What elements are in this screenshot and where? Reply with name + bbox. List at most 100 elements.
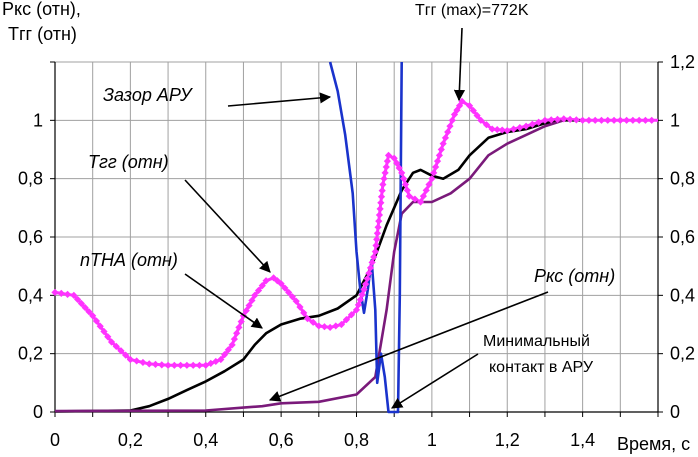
marker-point <box>591 116 599 124</box>
marker-point <box>422 186 430 194</box>
marker-point <box>400 175 408 183</box>
y-tick-label-left: 0 <box>33 402 43 422</box>
arrow-rks <box>268 291 549 402</box>
marker-point <box>401 180 410 189</box>
marker-point <box>439 140 447 148</box>
marker-point <box>164 361 172 369</box>
x-axis-label: Время, с <box>617 434 690 454</box>
marker-point <box>437 145 445 154</box>
marker-point <box>610 116 618 124</box>
marker-point <box>285 288 293 297</box>
marker-point <box>648 116 656 124</box>
marker-point <box>207 359 215 367</box>
marker-point <box>535 118 543 126</box>
y-tick-label-right: 1,2 <box>670 52 695 72</box>
marker-point <box>89 312 97 320</box>
x-tick-labels: 0 0,2 0,4 0,6 0,8 1 1,2 1,4 <box>50 430 595 450</box>
marker-point <box>92 317 101 325</box>
marker-point <box>183 361 191 369</box>
marker-point <box>242 307 250 315</box>
marker-point <box>375 217 383 225</box>
marker-point <box>251 291 259 299</box>
marker-point <box>411 195 419 203</box>
annotation-tgg-max: Тгг (max)=772K <box>415 2 529 19</box>
marker-point <box>382 163 390 171</box>
marker-point <box>151 360 160 368</box>
marker-point <box>332 322 340 330</box>
marker-point <box>248 296 256 305</box>
series-line-2 <box>54 119 565 413</box>
marker-point <box>230 335 238 343</box>
marker-point <box>224 346 232 354</box>
marker-point <box>635 116 643 124</box>
marker-point <box>373 229 381 237</box>
marker-point <box>309 318 317 326</box>
y-tick-label-left: 0,6 <box>18 227 43 247</box>
marker-point <box>405 192 413 200</box>
marker-point <box>170 361 178 369</box>
marker-point <box>288 293 297 301</box>
marker-point <box>377 193 386 201</box>
marker-point <box>572 116 580 124</box>
marker-point <box>446 122 454 130</box>
marker-point <box>326 323 334 332</box>
annotation-tgg: Тгг (отн) <box>88 152 169 172</box>
marker-point <box>566 115 574 123</box>
marker-point <box>585 116 593 124</box>
marker-point <box>362 280 370 288</box>
marker-point <box>378 186 386 195</box>
y-tick-label-right: 0,8 <box>670 169 695 189</box>
y-tick-label-left: 0,2 <box>18 344 43 364</box>
x-tick-label: 0,6 <box>269 430 294 450</box>
marker-point <box>455 102 464 110</box>
marker-point <box>435 151 444 159</box>
marker-point <box>430 169 438 177</box>
marker-point <box>292 297 300 305</box>
series-line-1 <box>54 119 583 413</box>
marker-point <box>448 116 456 124</box>
marker-point <box>320 323 329 331</box>
x-tick-label: 0,2 <box>118 430 143 450</box>
marker-point <box>220 351 229 359</box>
x-tick-label: 1,2 <box>495 430 520 450</box>
marker-point <box>398 169 406 177</box>
marker-point <box>112 342 120 350</box>
marker-point <box>228 341 236 349</box>
marker-point <box>370 253 378 261</box>
marker-point <box>158 361 166 369</box>
marker-point <box>441 134 450 142</box>
marker-point <box>217 355 225 364</box>
marker-point <box>450 110 459 119</box>
marker-point <box>641 116 650 124</box>
y-tick-label-right: 0,2 <box>670 344 695 364</box>
marker-point <box>177 361 185 369</box>
marker-point <box>465 102 474 110</box>
marker-point <box>189 361 197 369</box>
marker-point <box>428 175 436 183</box>
marker-point <box>107 338 116 346</box>
marker-point <box>477 116 485 124</box>
marker-point <box>51 288 59 297</box>
marker-point <box>433 157 442 165</box>
y-tick-label-right: 0,4 <box>670 285 695 305</box>
y-tick-label-right: 0 <box>670 402 680 422</box>
marker-point <box>368 258 376 267</box>
marker-point <box>96 322 104 330</box>
annotation-min-contact-line1: Минимальный <box>483 333 590 350</box>
marker-point <box>70 291 78 299</box>
marker-point <box>57 289 65 297</box>
marker-point <box>133 357 141 365</box>
marker-point <box>373 235 381 243</box>
y-tick-label-left: 0,8 <box>18 169 43 189</box>
marker-point <box>444 128 452 136</box>
marker-point <box>139 358 147 367</box>
marker-point <box>356 296 364 304</box>
marker-point <box>503 126 511 135</box>
series-markers <box>51 97 656 369</box>
x-tick-label: 1,4 <box>570 430 595 450</box>
marker-point <box>380 175 388 183</box>
marker-point <box>212 357 220 366</box>
x-tick-label: 1 <box>427 430 437 450</box>
marker-point <box>597 116 606 124</box>
marker-point <box>528 120 536 128</box>
